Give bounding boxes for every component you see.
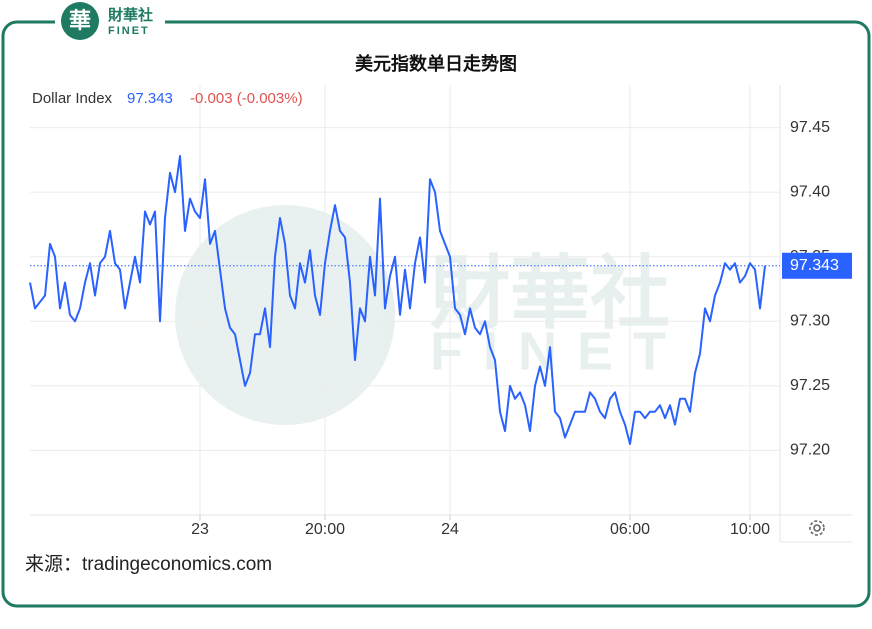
legend-name: Dollar Index bbox=[32, 90, 113, 107]
watermark: 財華社 FINET bbox=[175, 205, 686, 425]
logo-sub: FINET bbox=[108, 25, 150, 37]
chart-title: 美元指数单日走势图 bbox=[355, 53, 517, 74]
x-tick-label: 10:00 bbox=[730, 521, 770, 538]
current-value-box bbox=[782, 252, 852, 279]
source: 来源：tradingeconomics.com bbox=[25, 553, 272, 575]
logo-glyph: 華 bbox=[69, 8, 91, 33]
watermark-sub: FINET bbox=[430, 321, 686, 381]
y-tick-label: 97.30 bbox=[790, 313, 830, 330]
x-tick-label: 24 bbox=[441, 521, 459, 538]
watermark-mark bbox=[175, 205, 395, 425]
x-tick-label: 20:00 bbox=[305, 521, 345, 538]
current-value-label: 97.343 bbox=[790, 257, 839, 274]
x-tick-label: 06:00 bbox=[610, 521, 650, 538]
logo-mark bbox=[61, 2, 99, 40]
y-tick-label: 97.40 bbox=[790, 183, 830, 200]
legend-change: -0.003 (-0.003%) bbox=[190, 90, 303, 107]
logo-name: 財華社 bbox=[107, 6, 153, 24]
frame bbox=[1, 20, 871, 608]
settings-icon[interactable] bbox=[809, 520, 825, 536]
line bbox=[29, 155, 766, 445]
x-tick-label: 23 bbox=[191, 521, 209, 538]
y-tick-label: 97.45 bbox=[790, 119, 830, 136]
y-tick-label: 97.25 bbox=[790, 377, 830, 394]
legend-value: 97.343 bbox=[127, 90, 173, 107]
y-tick-label: 97.20 bbox=[790, 442, 830, 459]
